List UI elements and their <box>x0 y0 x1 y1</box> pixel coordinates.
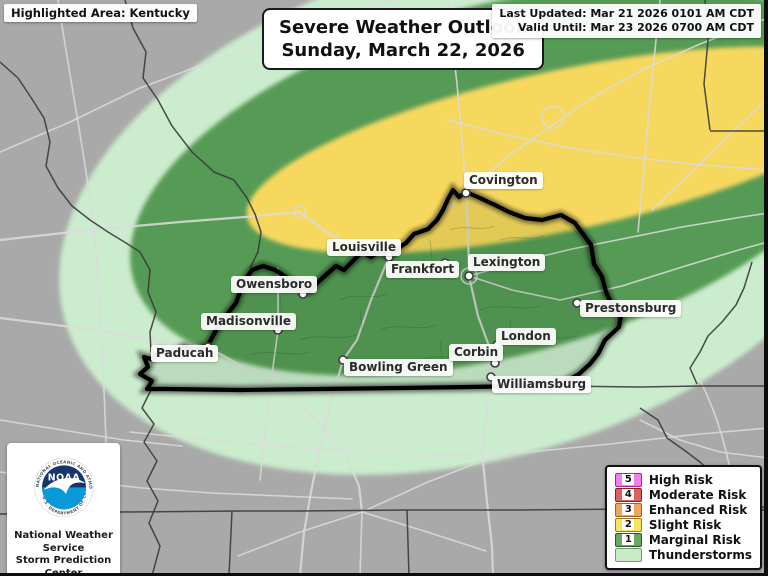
legend-number: 4 <box>622 489 635 500</box>
city-label-bowling-green: Bowling Green <box>344 359 453 376</box>
risk-band-slight <box>246 46 768 254</box>
title-box: Severe Weather Outlook Sunday, March 22,… <box>262 8 545 70</box>
legend-label: Enhanced Risk <box>648 502 748 517</box>
city-marker-lexington <box>464 271 474 281</box>
legend-item-enhanced: 3 Enhanced Risk <box>614 502 752 517</box>
city-label-paducah: Paducah <box>151 345 219 362</box>
city-label-madisonville: Madisonville <box>201 313 296 330</box>
legend-label: Thunderstorms <box>648 547 752 562</box>
city-marker-covington <box>461 188 471 198</box>
timestamp-box: Last Updated: Mar 21 2026 0101 AM CDT Va… <box>492 4 761 38</box>
highlighted-area-label: Highlighted Area: Kentucky <box>4 4 197 22</box>
org-line1: National Weather Service <box>14 530 113 554</box>
noaa-logo: NATIONAL OCEANIC AND ATMOSPHERIC ADMINIS… <box>21 446 94 517</box>
city-label-covington: Covington <box>464 172 543 189</box>
legend-swatch-moderate: 4 <box>614 487 642 502</box>
legend-label: Slight Risk <box>648 517 722 532</box>
legend-label: Moderate Risk <box>648 487 747 502</box>
legend-number: 1 <box>622 534 635 545</box>
legend-item-marginal: 1 Marginal Risk <box>614 532 752 547</box>
city-label-owensboro: Owensboro <box>231 276 318 293</box>
city-label-lexington: Lexington <box>468 254 546 271</box>
legend-number: 2 <box>622 519 635 530</box>
legend-item-thunderstorms: Thunderstorms <box>614 547 752 562</box>
legend-item-high: 5 High Risk <box>614 472 752 487</box>
legend-label: High Risk <box>648 472 713 487</box>
legend-swatch-enhanced: 3 <box>614 502 642 517</box>
city-label-williamsburg: Williamsburg <box>492 376 592 393</box>
legend-item-moderate: 4 Moderate Risk <box>614 487 752 502</box>
noaa-branding-box: NATIONAL OCEANIC AND ATMOSPHERIC ADMINIS… <box>7 443 120 576</box>
legend-number: 3 <box>622 504 635 515</box>
city-label-london: London <box>496 328 556 345</box>
legend-swatch-marginal: 1 <box>614 532 642 547</box>
last-updated-text: Last Updated: Mar 21 2026 0101 AM CDT <box>499 7 754 20</box>
noaa-bird-icon <box>43 478 85 494</box>
title-line1: Severe Weather Outlook <box>279 17 528 38</box>
legend-label: Marginal Risk <box>648 532 741 547</box>
noaa-logo-text: NOAA <box>47 473 80 484</box>
city-label-louisville: Louisville <box>327 239 401 256</box>
legend-swatch-thunderstorms <box>614 547 642 562</box>
valid-until-text: Valid Until: Mar 23 2026 0700 AM CDT <box>517 21 754 34</box>
org-line2: Storm Prediction Center <box>15 555 112 576</box>
bottom-edge-border <box>0 573 768 576</box>
city-label-prestonsburg: Prestonsburg <box>580 300 682 317</box>
legend-number: 5 <box>622 474 635 485</box>
city-label-corbin: Corbin <box>449 344 504 361</box>
legend-item-slight: 2 Slight Risk <box>614 517 752 532</box>
city-label-frankfort: Frankfort <box>386 261 460 278</box>
legend-swatch-slight: 2 <box>614 517 642 532</box>
risk-legend: 5 High Risk 4 Moderate Risk 3 Enhanced R… <box>604 465 762 570</box>
title-line2: Sunday, March 22, 2026 <box>281 40 525 61</box>
right-edge-border <box>764 0 768 576</box>
legend-swatch-high: 5 <box>614 472 642 487</box>
